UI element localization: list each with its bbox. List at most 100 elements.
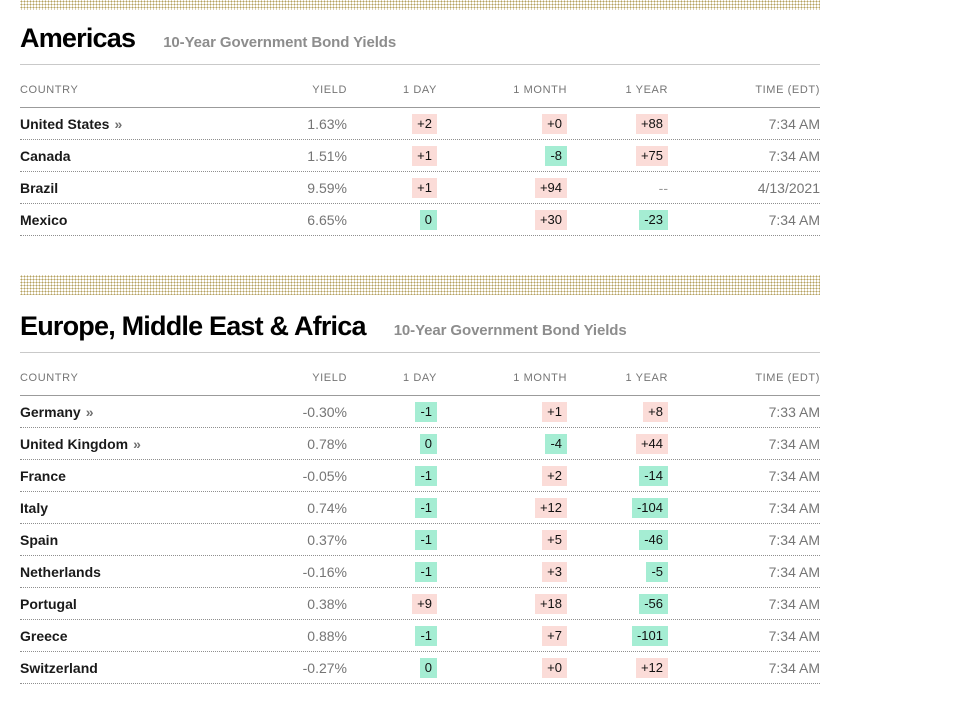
link-arrow-icon: » xyxy=(85,403,94,420)
change-pill: +0 xyxy=(542,113,567,134)
change-1month-cell: +12 xyxy=(437,497,567,518)
yield-cell: -0.05% xyxy=(302,467,347,484)
bond-yields-table: COUNTRY YIELD 1 DAY 1 MONTH 1 YEAR TIME (EDT)… xyxy=(20,64,820,236)
time-cell: 7:34 AM xyxy=(768,659,820,676)
table-row: Portugal 0.38% +9 +18 -56 7:34 AM xyxy=(20,588,820,620)
change-1day-cell: -1 xyxy=(347,497,437,518)
change-pill: +1 xyxy=(412,177,437,198)
change-1month-cell: +18 xyxy=(437,593,567,614)
change-pill: -101 xyxy=(631,625,668,646)
change-1month-cell: +0 xyxy=(437,657,567,678)
country-name: Switzerland xyxy=(20,659,98,676)
change-pill: -4 xyxy=(545,433,567,454)
change-1year-cell: -5 xyxy=(567,561,668,582)
change-1day-cell: 0 xyxy=(347,657,437,678)
dotted-divider-band xyxy=(20,0,820,10)
table-row: Greece 0.88% -1 +7 -101 7:34 AM xyxy=(20,620,820,652)
change-pill: +1 xyxy=(542,401,567,422)
section-heading: Europe, Middle East & Africa 10-Year Gov… xyxy=(20,311,820,342)
one-year-header: 1 YEAR xyxy=(625,84,668,96)
table-row: United Kingdom» 0.78% 0 -4 +44 7:34 AM xyxy=(20,428,820,460)
yield-cell: 0.78% xyxy=(307,435,347,452)
time-cell: 7:34 AM xyxy=(768,563,820,580)
section-title: Americas xyxy=(20,23,136,53)
link-arrow-icon: » xyxy=(114,115,123,132)
yield-cell: 0.88% xyxy=(307,627,347,644)
change-pill: +75 xyxy=(635,145,668,166)
time-cell: 7:34 AM xyxy=(768,531,820,548)
change-pill: -104 xyxy=(631,497,668,518)
change-1month-cell: +2 xyxy=(437,465,567,486)
table-body: United States» 1.63% +2 +0 +88 7:34 AM Canada 1… xyxy=(20,108,820,236)
section-americas: Americas 10-Year Government Bond Yields … xyxy=(20,0,820,236)
yield-cell: -0.27% xyxy=(302,659,347,676)
yield-cell: -0.16% xyxy=(302,563,347,580)
change-1month-cell: +0 xyxy=(437,113,567,134)
change-1year-cell: -104 xyxy=(567,497,668,518)
yield-cell: 0.74% xyxy=(307,499,347,516)
change-1year-cell: -56 xyxy=(567,593,668,614)
change-pill: +7 xyxy=(542,625,567,646)
change-pill: -1 xyxy=(415,497,437,518)
country-name: Netherlands xyxy=(20,563,101,580)
change-pill: -1 xyxy=(415,465,437,486)
country-name: Greece xyxy=(20,627,68,644)
change-1day-cell: 0 xyxy=(347,433,437,454)
change-pill: +0 xyxy=(542,657,567,678)
change-pill: 0 xyxy=(419,433,437,454)
change-1month-cell: +5 xyxy=(437,529,567,550)
table-row: Netherlands -0.16% -1 +3 -5 7:34 AM xyxy=(20,556,820,588)
change-1year-cell: -101 xyxy=(567,625,668,646)
section-subtitle: 10-Year Government Bond Yields xyxy=(393,322,627,339)
change-1day-cell: +1 xyxy=(347,145,437,166)
table-row: Switzerland -0.27% 0 +0 +12 7:34 AM xyxy=(20,652,820,684)
change-pill: +8 xyxy=(643,401,668,422)
change-pill: +30 xyxy=(534,209,567,230)
country-name: Portugal xyxy=(20,595,77,612)
table-row: Brazil 9.59% +1 +94 -- 4/13/2021 xyxy=(20,172,820,204)
section-emea: Europe, Middle East & Africa 10-Year Gov… xyxy=(20,275,820,684)
time-cell: 7:34 AM xyxy=(768,627,820,644)
table-row: Spain 0.37% -1 +5 -46 7:34 AM xyxy=(20,524,820,556)
country-link[interactable]: United States» xyxy=(20,115,123,132)
change-pill: -1 xyxy=(415,401,437,422)
change-pill: -14 xyxy=(639,465,668,486)
change-pill: +2 xyxy=(412,113,437,134)
time-cell: 7:34 AM xyxy=(768,499,820,516)
change-1year-cell: +88 xyxy=(567,113,668,134)
yield-header: YIELD xyxy=(312,372,347,384)
change-pill: -56 xyxy=(639,593,668,614)
country-name: Canada xyxy=(20,147,71,164)
change-pill: +5 xyxy=(542,529,567,550)
link-arrow-icon: » xyxy=(133,435,141,452)
change-pill: +12 xyxy=(635,657,668,678)
country-name: Spain xyxy=(20,531,59,548)
change-pill: +12 xyxy=(534,497,567,518)
change-1day-cell: +1 xyxy=(347,177,437,198)
table-row: France -0.05% -1 +2 -14 7:34 AM xyxy=(20,460,820,492)
change-pill: -23 xyxy=(639,209,668,230)
time-cell: 7:33 AM xyxy=(768,403,820,420)
section-heading: Americas 10-Year Government Bond Yields xyxy=(20,23,820,54)
change-pill: 0 xyxy=(419,209,437,230)
one-day-header: 1 DAY xyxy=(403,372,437,384)
change-pill: +1 xyxy=(412,145,437,166)
change-pill: -46 xyxy=(639,529,668,550)
time-cell: 4/13/2021 xyxy=(757,179,820,196)
bond-yields-table: COUNTRY YIELD 1 DAY 1 MONTH 1 YEAR TIME (EDT)… xyxy=(20,352,820,684)
one-year-header: 1 YEAR xyxy=(625,372,668,384)
table-row: Mexico 6.65% 0 +30 -23 7:34 AM xyxy=(20,204,820,236)
yield-cell: 0.37% xyxy=(307,531,347,548)
table-row: Germany» -0.30% -1 +1 +8 7:33 AM xyxy=(20,396,820,428)
country-name: Brazil xyxy=(20,179,59,196)
change-1year-cell: -46 xyxy=(567,529,668,550)
country-name: France xyxy=(20,467,66,484)
one-day-header: 1 DAY xyxy=(403,84,437,96)
yield-cell: -0.30% xyxy=(302,403,347,420)
change-pill: +44 xyxy=(635,433,668,454)
country-link[interactable]: United Kingdom» xyxy=(20,435,141,452)
change-pill: +9 xyxy=(412,593,437,614)
change-1year-cell: +44 xyxy=(567,433,668,454)
time-cell: 7:34 AM xyxy=(768,211,820,228)
country-link[interactable]: Germany» xyxy=(20,403,94,420)
